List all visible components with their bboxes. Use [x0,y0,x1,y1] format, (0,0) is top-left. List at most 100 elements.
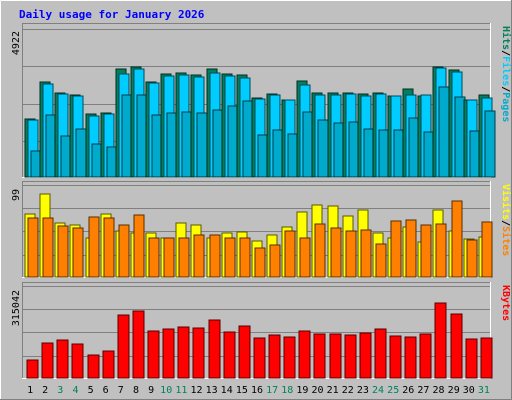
bar-sites-day-25 [390,220,402,278]
day-label-28: 28 [432,385,444,396]
day-label-6: 6 [103,385,109,396]
day-label-14: 14 [221,385,233,396]
day-label-27: 27 [417,385,429,396]
bar-sites-day-26 [405,219,417,278]
panel-hits-files-pages: 4922 Hits/Files/Pages [11,23,512,178]
bar-sites-day-17 [269,244,281,278]
panel-kbytes-axis-max-label: 315042 [11,290,22,326]
legend-entry-visits: Visits [500,184,512,220]
bar-kbytes-day-17 [268,334,281,379]
bar-sites-day-8 [133,214,145,278]
bar-sites-day-9 [148,237,160,278]
day-axis-labels: 1 2 3 4 5 6 7 8 9 10 11 12 13 14 15 16 17 18 19 20 21 22 23 24 2… [27,385,490,396]
bar-sites-day-1 [27,217,39,278]
legend-separator: / [500,220,511,226]
day-label-2: 2 [42,385,48,396]
bar-sites-day-10 [163,237,175,278]
day-label-8: 8 [133,385,139,396]
legend-entry-files: Files [500,56,512,86]
bar-kbytes-day-7 [117,314,130,379]
day-label-23: 23 [357,385,369,396]
bar-sites-day-12 [193,234,205,278]
bar-kbytes-day-20 [313,333,326,379]
day-label-20: 20 [311,385,323,396]
bar-pages-day-31 [484,110,496,178]
day-label-12: 12 [190,385,202,396]
bar-sites-day-7 [118,224,130,278]
bar-sites-day-29 [451,200,463,278]
day-label-10: 10 [160,385,172,396]
day-label-19: 19 [296,385,308,396]
legend-entry-hits: Hits [500,26,512,50]
bar-sites-day-19 [299,237,311,278]
bar-kbytes-day-14 [223,331,236,379]
bar-kbytes-day-4 [71,343,84,379]
bar-kbytes-day-11 [177,326,190,379]
legend-entry-pages: Pages [500,92,511,122]
bar-sites-day-21 [330,227,342,278]
panel-visits-sites-legend: Visits/Sites [500,184,512,256]
bar-sites-day-27 [420,224,432,278]
bar-kbytes-day-18 [283,336,296,379]
day-label-17: 17 [266,385,278,396]
panel-kbytes: 315042 KBytes [11,282,511,379]
bar-kbytes-day-25 [389,335,402,379]
bar-kbytes-day-8 [132,310,145,379]
bar-kbytes-day-3 [56,339,69,379]
panel-hits-files-pages-legend: Hits/Files/Pages [500,26,512,122]
legend-separator: / [500,50,511,56]
bar-sites-day-15 [239,237,251,278]
bar-kbytes-day-9 [147,330,160,379]
day-label-7: 7 [118,385,124,396]
bar-kbytes-day-28 [434,302,447,379]
day-label-5: 5 [88,385,94,396]
bar-sites-day-2 [42,217,54,278]
legend-entry-kbytes: KBytes [500,285,511,321]
bar-kbytes-day-30 [465,338,478,379]
bar-kbytes-day-19 [298,330,311,379]
panel-visits-sites: 99 Visits/Sites [11,181,512,278]
chart-title: Daily usage for January 2026 [19,8,205,21]
bar-kbytes-day-22 [344,334,357,379]
bar-kbytes-day-13 [208,319,221,379]
bar-sites-day-3 [57,225,69,278]
legend-separator: / [500,86,511,92]
bar-pages-day-4 [75,128,87,178]
day-label-4: 4 [72,385,78,396]
bar-sites-day-23 [360,229,372,278]
day-label-1: 1 [27,385,33,396]
bar-kbytes-day-2 [41,342,54,379]
bar-kbytes-day-1 [26,359,39,379]
day-label-18: 18 [281,385,293,396]
bar-pages-day-12 [196,112,208,178]
day-label-11: 11 [175,385,187,396]
bar-sites-day-28 [435,223,447,278]
day-label-21: 21 [327,385,339,396]
bar-kbytes-day-16 [253,337,266,379]
bar-kbytes-day-29 [450,313,463,379]
day-label-26: 26 [402,385,414,396]
day-label-16: 16 [251,385,263,396]
bar-kbytes-day-12 [192,327,205,379]
day-label-24: 24 [372,385,384,396]
bar-sites-day-20 [314,223,326,278]
day-label-3: 3 [57,385,63,396]
bar-pages-day-20 [317,119,329,178]
day-label-29: 29 [448,385,460,396]
day-label-25: 25 [387,385,399,396]
bar-kbytes-day-23 [359,332,372,379]
day-label-30: 30 [463,385,475,396]
panel-kbytes-legend: KBytes [500,285,511,321]
day-label-22: 22 [342,385,354,396]
day-label-15: 15 [236,385,248,396]
bar-sites-day-4 [72,227,84,278]
day-label-13: 13 [206,385,218,396]
day-label-9: 9 [148,385,154,396]
bar-kbytes-day-24 [374,328,387,379]
legend-entry-sites: Sites [500,226,512,256]
bar-kbytes-day-27 [419,333,432,379]
bar-kbytes-day-26 [404,336,417,379]
bar-kbytes-day-10 [162,328,175,379]
